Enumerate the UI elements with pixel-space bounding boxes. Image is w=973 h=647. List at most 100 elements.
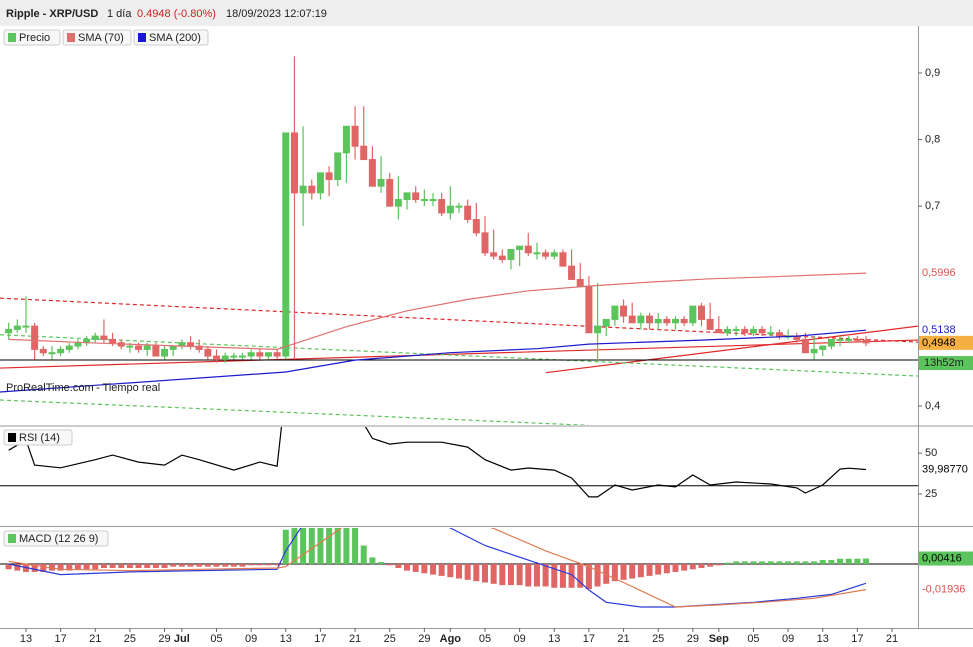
histogram-bar (655, 564, 662, 575)
histogram-bar (473, 564, 480, 582)
y-tick-label: 25 (925, 488, 937, 500)
legend-box (3, 530, 109, 547)
histogram-bar (793, 561, 800, 565)
histogram-bar (507, 564, 514, 586)
histogram-bar (733, 561, 740, 565)
candle-body (689, 305, 697, 324)
candle-body (481, 232, 489, 254)
value-label: -0,01936 (922, 583, 965, 595)
histogram-bar (629, 564, 636, 579)
candle-body (57, 348, 65, 354)
candle-body (420, 199, 428, 202)
histogram-bar (863, 558, 870, 565)
x-tick-label: 21 (886, 633, 898, 645)
x-tick-label: 09 (782, 633, 794, 645)
legend-box (62, 29, 132, 46)
histogram-bar (256, 564, 263, 566)
histogram-bar (767, 561, 774, 565)
candle-body (542, 252, 550, 257)
value-label-box (919, 462, 973, 477)
candle-body (22, 325, 30, 328)
legend-label: Precio (19, 32, 50, 44)
candle-body (282, 132, 290, 357)
candle-body (611, 305, 619, 320)
candle-body (204, 348, 212, 357)
candle-body (299, 185, 307, 194)
histogram-bar (828, 560, 835, 565)
value-label: 0,5996 (922, 267, 956, 279)
histogram-bar (698, 564, 705, 568)
series-line (8, 272, 867, 351)
histogram-bar (464, 564, 471, 580)
legend-swatch (8, 433, 16, 442)
price-panel (0, 56, 918, 425)
candle-body (706, 318, 714, 330)
candle-body (91, 335, 99, 340)
candle-body (377, 179, 385, 187)
histogram-bar (352, 528, 359, 565)
histogram-bar (57, 564, 64, 571)
candle-body (585, 285, 593, 334)
histogram-bar (577, 564, 584, 588)
candle-body (169, 345, 177, 350)
histogram-bar (343, 528, 350, 565)
histogram-bar (178, 564, 185, 567)
x-tick-label: 25 (652, 633, 664, 645)
histogram-bar (395, 564, 402, 568)
y-tick-label: 50 (925, 447, 937, 459)
histogram-bar (213, 564, 220, 567)
histogram-bar (421, 564, 428, 574)
x-tick-label: 13 (548, 633, 560, 645)
candle-body (368, 159, 376, 187)
candle-body (715, 328, 723, 334)
candle-body (403, 192, 411, 201)
histogram-bar (170, 564, 177, 567)
candle-body (264, 352, 272, 357)
histogram-bar (412, 564, 419, 572)
candle-body (152, 345, 160, 357)
candle-body (230, 355, 238, 358)
histogram-bar (481, 564, 488, 583)
histogram-bar (837, 558, 844, 565)
x-tick-label: 13 (20, 633, 32, 645)
legend-swatch (67, 33, 75, 42)
candle-body (801, 338, 809, 354)
candle-body (334, 152, 342, 181)
price: 0.4948 (137, 8, 171, 20)
candle-body (836, 338, 844, 341)
candle-body (455, 205, 463, 208)
histogram-bar (161, 564, 168, 568)
histogram-bar (187, 564, 194, 567)
x-tick-label: 25 (384, 633, 396, 645)
candle-body (5, 328, 13, 334)
mode: - Tiempo real (96, 382, 160, 394)
histogram-bar (646, 564, 653, 576)
histogram-bar (456, 564, 462, 579)
candle-body (732, 328, 740, 331)
histogram-bar (31, 564, 38, 572)
histogram-bar (317, 528, 324, 565)
candle-body (39, 348, 47, 354)
candle-body (247, 352, 255, 357)
rsi-panel (0, 427, 918, 498)
histogram-bar (282, 529, 289, 565)
x-tick-label: 21 (89, 633, 101, 645)
histogram-bar (248, 564, 255, 566)
trend-line (0, 297, 918, 343)
x-tick-label: 29 (158, 633, 170, 645)
candle-body (48, 352, 56, 355)
interval: 1 día (107, 8, 132, 20)
series-line (8, 427, 867, 498)
histogram-bar (14, 564, 21, 571)
candle-body (602, 318, 610, 327)
y-tick-label: 0,7 (925, 200, 940, 212)
candle-body (31, 325, 39, 350)
histogram-bar (525, 564, 532, 587)
histogram-bar (707, 564, 714, 567)
histogram-bar (785, 561, 792, 565)
candle-body (360, 145, 368, 161)
histogram-bar (378, 562, 385, 565)
x-tick-label: 05 (479, 633, 491, 645)
histogram-bar (118, 564, 125, 568)
